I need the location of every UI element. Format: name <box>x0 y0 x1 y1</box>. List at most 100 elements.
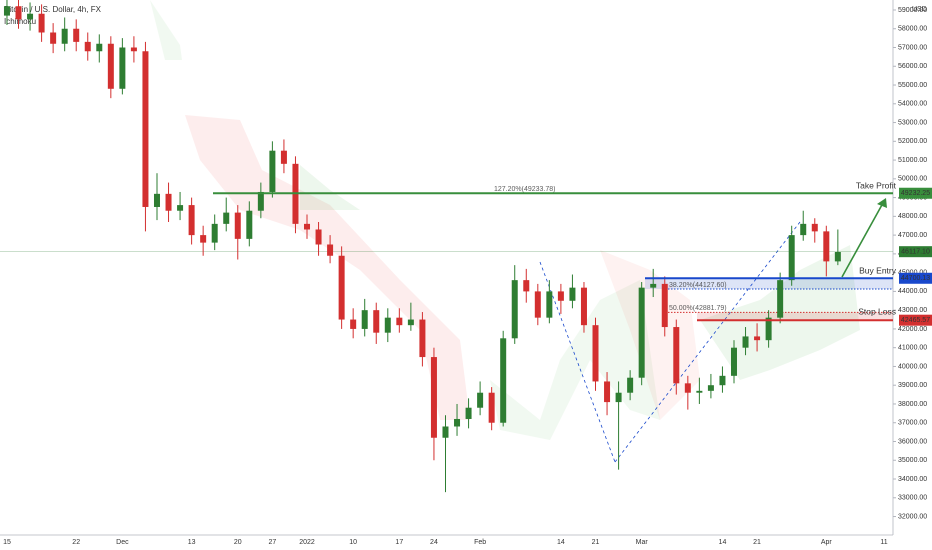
candle-body <box>107 43 114 89</box>
cloud <box>150 0 182 60</box>
candle-body <box>523 280 530 292</box>
candle-body <box>246 210 253 239</box>
candle-body <box>327 244 334 256</box>
x-tick-label: 17 <box>395 539 403 546</box>
candle-body <box>765 317 772 341</box>
y-tick-label: 39000.00 <box>898 382 927 389</box>
x-tick-label: 14 <box>557 539 565 546</box>
x-tick-label: 2022 <box>299 539 315 546</box>
candle-body <box>742 336 749 348</box>
price-badge-label: 46117.10 <box>901 249 930 256</box>
x-tick-label: 11 <box>880 539 887 546</box>
candle-body <box>500 338 507 423</box>
x-tick-label: 21 <box>753 539 761 546</box>
candle-body <box>615 392 622 403</box>
level-name: Stop Loss <box>858 306 896 316</box>
y-tick-label: 47000.00 <box>898 232 927 239</box>
y-tick-label: 55000.00 <box>898 82 927 89</box>
candle-body <box>153 193 160 207</box>
zone <box>697 312 893 321</box>
x-tick-label: 14 <box>719 539 727 546</box>
candle-body <box>592 325 599 382</box>
candle-body <box>650 283 657 288</box>
candle-body <box>684 383 691 393</box>
price-badge <box>899 246 932 258</box>
y-tick-label: 33000.00 <box>898 495 927 502</box>
x-tick-label: 13 <box>188 539 196 546</box>
candle-body <box>223 212 230 224</box>
y-tick-label: 58000.00 <box>898 26 927 33</box>
x-tick-label: Feb <box>474 539 486 546</box>
candle-body <box>338 255 345 320</box>
fib-trend-line <box>614 221 801 463</box>
y-tick-label: 43000.00 <box>898 307 927 314</box>
y-tick-label: 35000.00 <box>898 457 927 464</box>
candle-body <box>777 280 784 318</box>
x-tick-label: 10 <box>349 539 357 546</box>
y-tick-label: 34000.00 <box>898 476 927 483</box>
price-badge <box>899 314 932 326</box>
candle-body <box>811 223 818 232</box>
chart-title: Bitcoin / U.S. Dollar, 4h, FX <box>4 5 102 14</box>
candle-body <box>454 418 461 427</box>
y-tick-label: 36000.00 <box>898 438 927 445</box>
candle-body <box>177 205 184 211</box>
arrow-line <box>841 202 884 278</box>
candle-body <box>569 287 576 301</box>
candle-body <box>442 426 449 438</box>
y-tick-label: 50000.00 <box>898 176 927 183</box>
candle-body <box>234 212 241 239</box>
indicator-name: Ichimoku <box>4 17 36 26</box>
candle-body <box>638 287 645 378</box>
candle-body <box>304 223 311 230</box>
y-tick-label: 52000.00 <box>898 138 927 145</box>
candle-body <box>580 287 587 326</box>
fib-label: 50.00%(42881.79) <box>669 305 727 312</box>
x-tick-label: Dec <box>116 539 129 546</box>
candles <box>3 0 841 493</box>
candle-body <box>280 150 287 164</box>
candle-body <box>3 6 10 16</box>
y-tick-label: 53000.00 <box>898 119 927 126</box>
candle-body <box>823 231 830 262</box>
candle-body <box>211 223 218 243</box>
x-tick-label: Apr <box>821 539 833 546</box>
candle-body <box>396 317 403 326</box>
candle-body <box>373 310 380 333</box>
currency-label: USD <box>912 6 927 13</box>
y-tick-label: 59000.00 <box>898 7 927 14</box>
candle-body <box>696 390 703 393</box>
candle-body <box>430 357 437 438</box>
y-tick-label: 38000.00 <box>898 401 927 408</box>
cloud <box>185 115 470 420</box>
fib-label: 127.20%(49233.78) <box>494 186 556 193</box>
y-tick-label: 56000.00 <box>898 63 927 70</box>
candle-body <box>361 310 368 329</box>
arrow-head <box>877 198 887 208</box>
candle-body <box>788 235 795 281</box>
candle-body <box>27 13 34 20</box>
y-tick-label: 41000.00 <box>898 345 927 352</box>
price-badge-label: 42465.57 <box>901 317 930 324</box>
candle-body <box>130 47 137 52</box>
candle-body <box>511 280 518 339</box>
candle-body <box>730 347 737 376</box>
candle-body <box>477 392 484 408</box>
y-tick-label: 37000.00 <box>898 420 927 427</box>
candle-body <box>142 51 149 207</box>
y-tick-label: 44000.00 <box>898 288 927 295</box>
y-tick-label: 57000.00 <box>898 44 927 51</box>
candle-body <box>315 229 322 245</box>
candle-body <box>604 381 611 403</box>
zone <box>645 278 893 290</box>
cloud <box>490 280 660 440</box>
candle-body <box>50 32 57 44</box>
candle-body <box>257 191 264 211</box>
candle-body <box>707 385 714 391</box>
x-tick-label: 24 <box>430 539 438 546</box>
candle-body <box>15 6 22 20</box>
y-tick-label: 48000.00 <box>898 213 927 220</box>
candle-body <box>834 252 841 262</box>
